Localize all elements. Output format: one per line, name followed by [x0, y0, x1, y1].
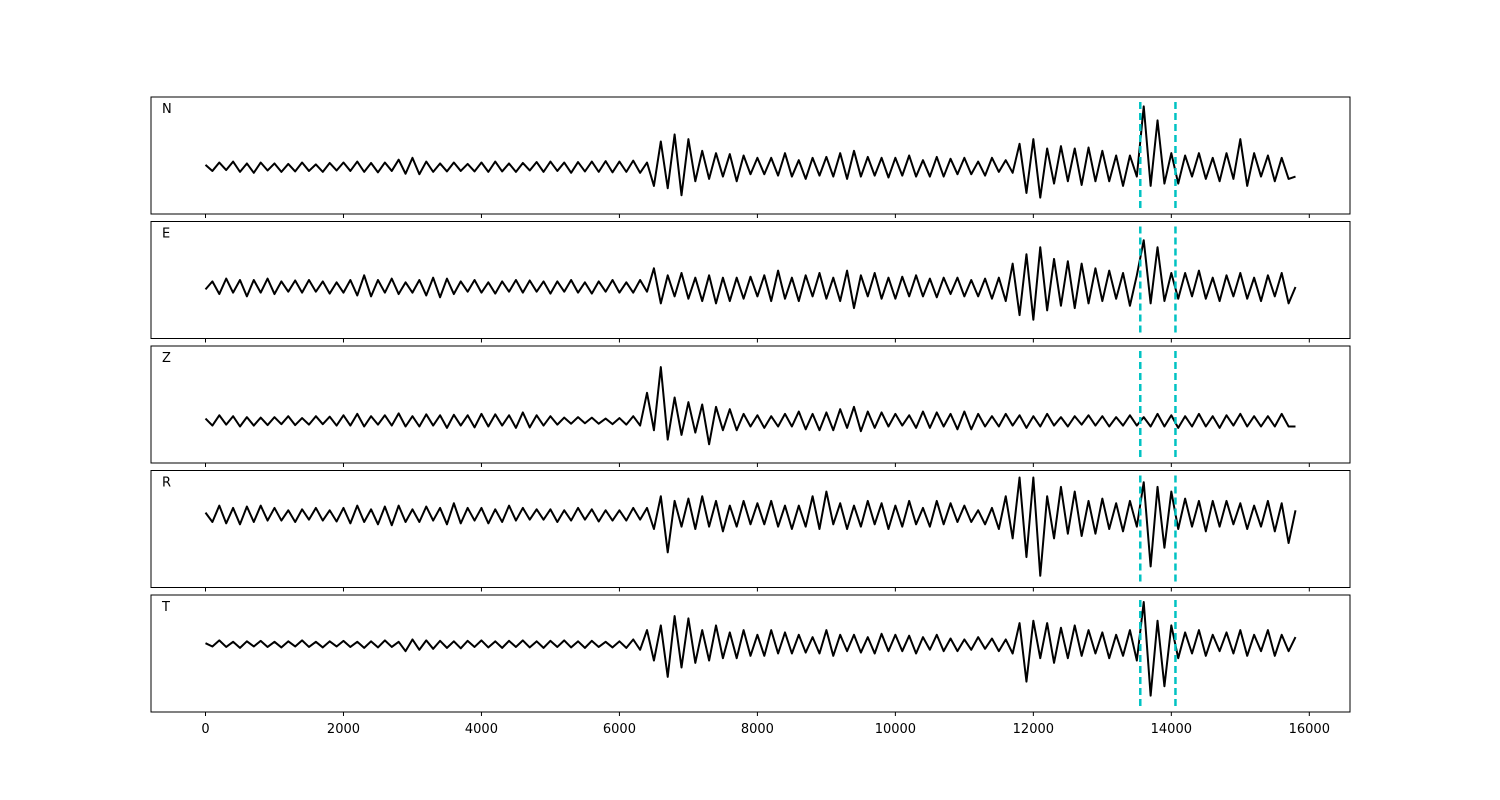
x-tick-label: 0 — [201, 722, 209, 737]
panel-label: N — [162, 102, 172, 117]
x-tick-label: 6000 — [603, 722, 636, 737]
panel-frame — [150, 96, 1351, 215]
trace — [204, 476, 1297, 577]
x-tick-label: 16000 — [1289, 722, 1330, 737]
panel-label: T — [161, 600, 170, 615]
x-tick-label: 8000 — [741, 722, 774, 737]
x-tick-label: 12000 — [1013, 722, 1054, 737]
panel-frame — [150, 345, 1351, 464]
panel-frame — [150, 470, 1351, 588]
trace — [204, 239, 1297, 321]
x-tick-label: 14000 — [1151, 722, 1192, 737]
trace — [204, 366, 1296, 446]
x-tick-label: 2000 — [327, 722, 360, 737]
x-tick-label: 4000 — [465, 722, 498, 737]
x-tick-label: 10000 — [875, 722, 916, 737]
panel-label: R — [162, 476, 171, 491]
trace — [204, 105, 1296, 199]
panel-label: E — [162, 227, 170, 242]
panel-label: Z — [162, 351, 171, 366]
trace — [205, 601, 1297, 697]
